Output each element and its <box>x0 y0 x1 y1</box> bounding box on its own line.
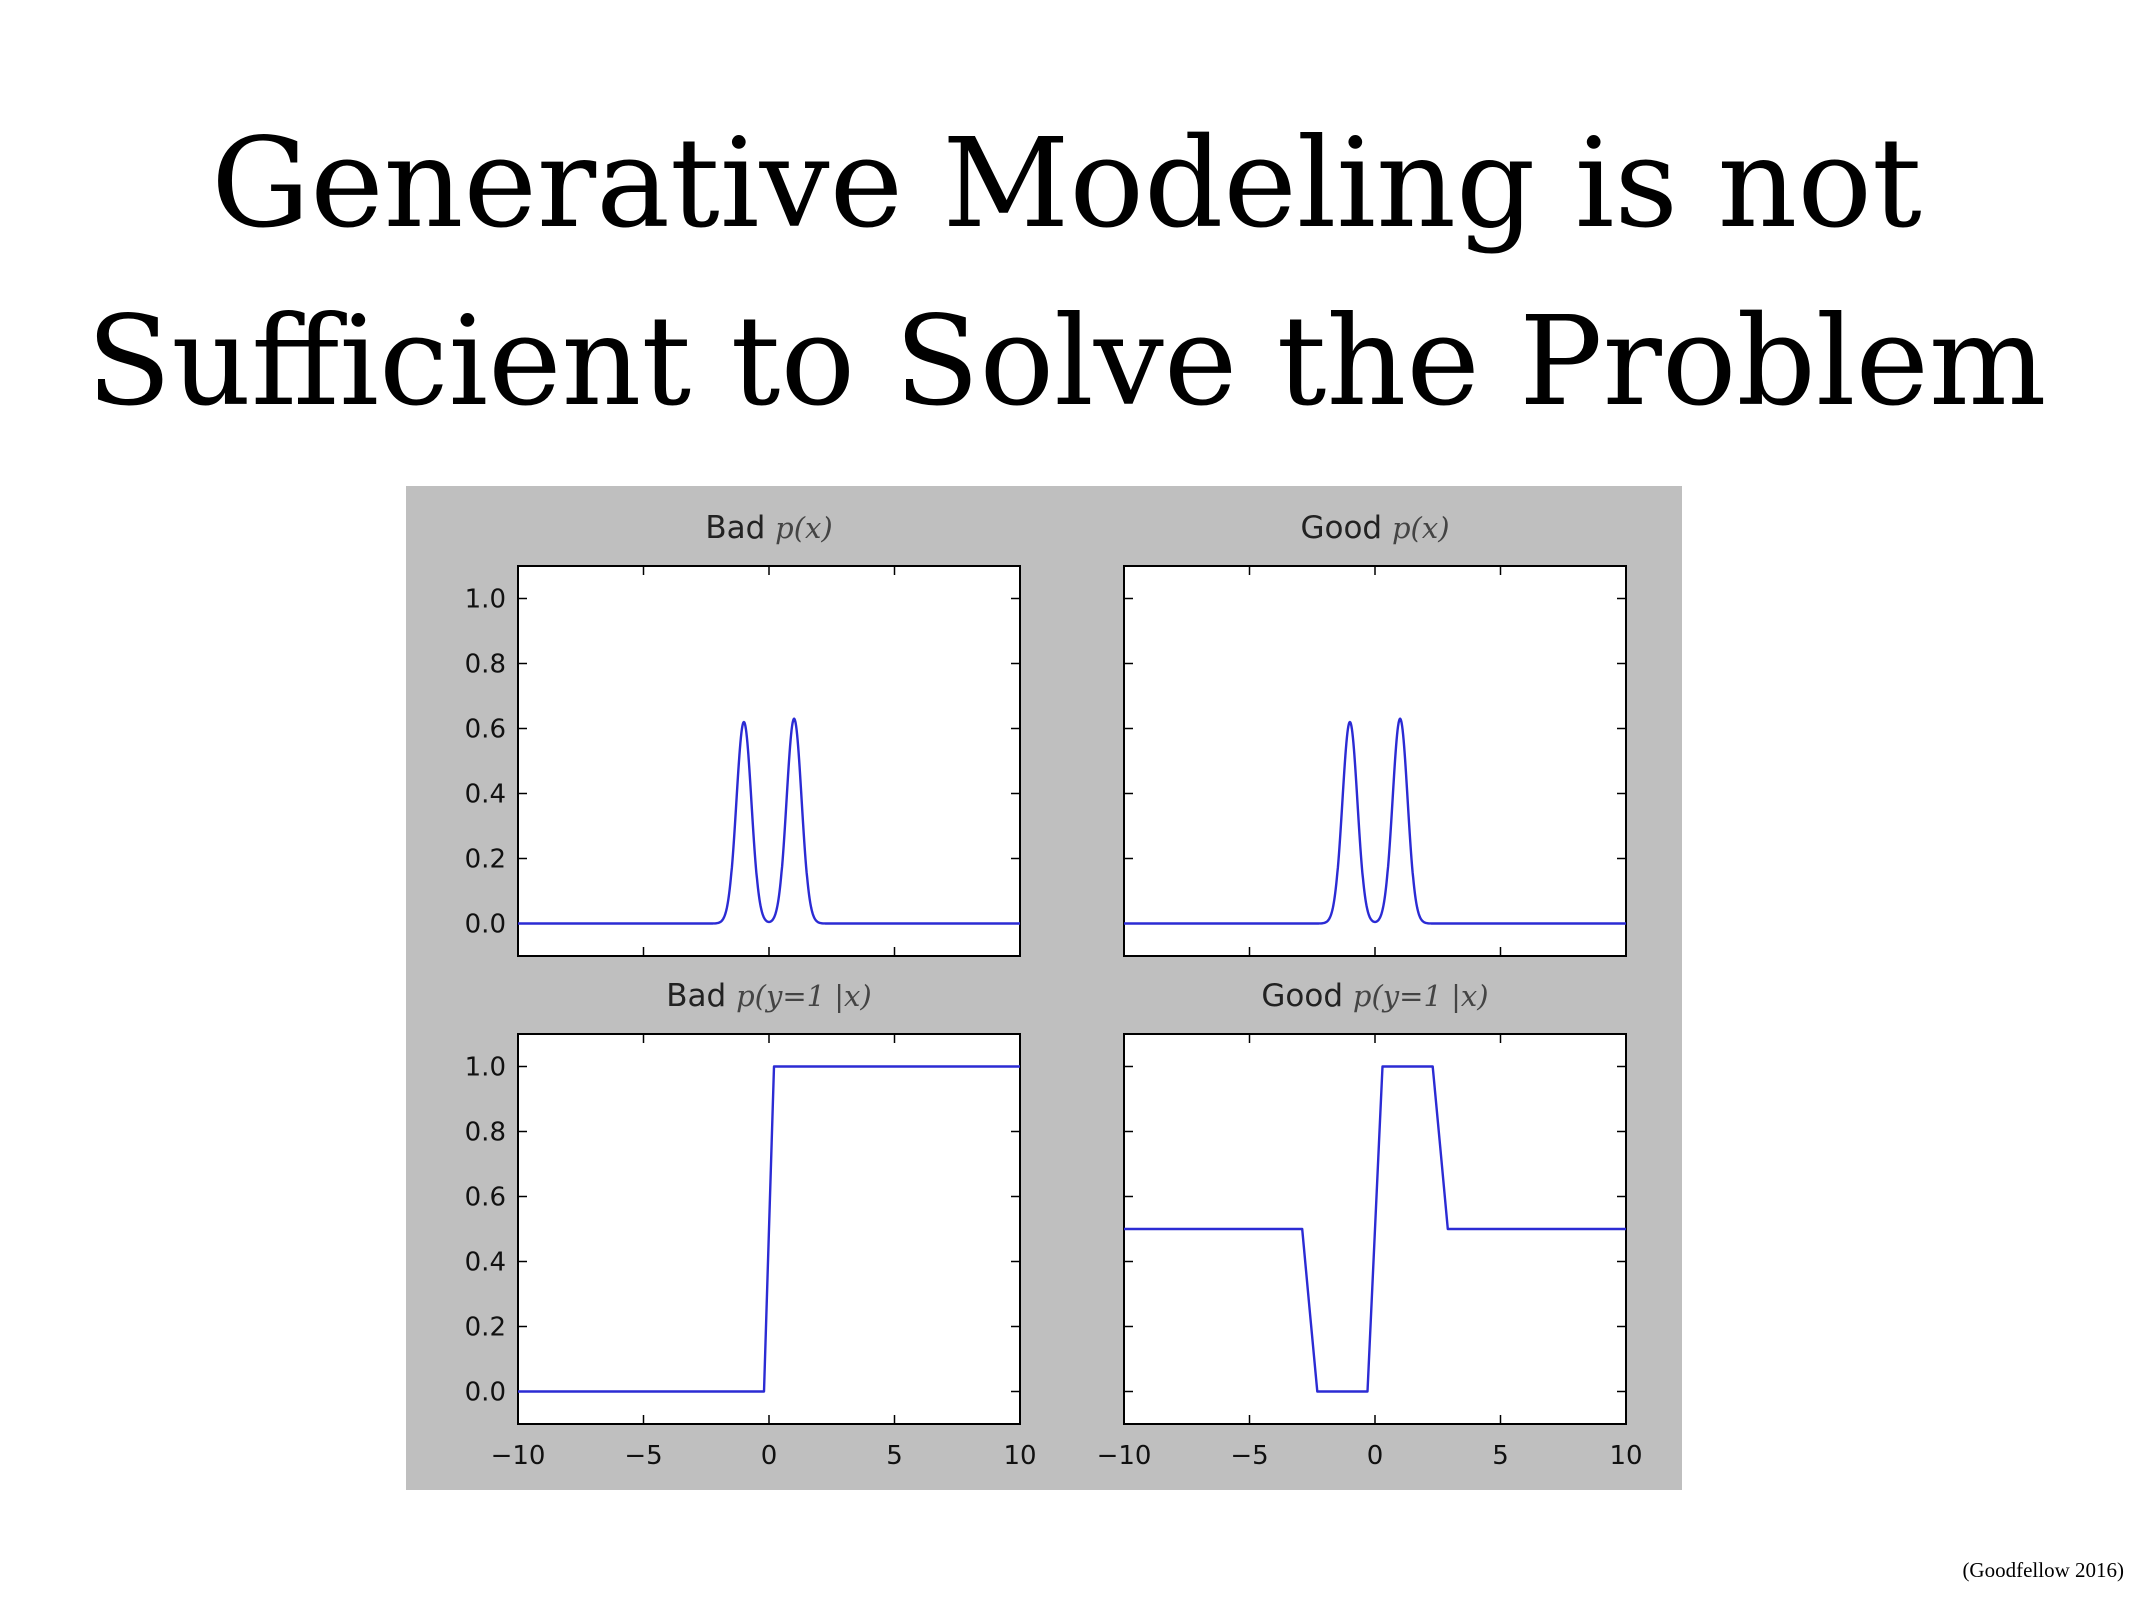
subplot-title-math: p(x) <box>775 511 833 545</box>
slide-title: Generative Modeling is not Sufficient to… <box>0 95 2133 451</box>
subplot-title-math: p(y=1 |x) <box>736 979 872 1013</box>
y-tick-label: 0.2 <box>465 845 506 875</box>
subplot-title-word: Good <box>1261 978 1353 1014</box>
x-tick-label: 0 <box>1367 1441 1384 1471</box>
x-tick-label: 5 <box>886 1441 903 1471</box>
subplot-title-word: Bad <box>705 510 775 546</box>
subplot-3: Bad p(y=1 |x) 0.0 0.2 0.4 0.6 0.8 1.0 −10 −5 0 5 10 <box>465 978 1037 1471</box>
plot-area <box>517 565 1021 957</box>
x-tick-label: 5 <box>1492 1441 1509 1471</box>
subplot-2: Good p(x) <box>1123 510 1627 957</box>
subplot-title: Bad p(x) <box>705 510 832 546</box>
series-line <box>517 717 1021 925</box>
series-line <box>1124 1065 1626 1393</box>
subplot-title: Good p(x) <box>1300 510 1449 546</box>
plot-area <box>1123 565 1627 957</box>
series-line <box>1123 717 1627 925</box>
y-tick-label: 0.6 <box>465 1183 506 1213</box>
y-tick-label: 0.4 <box>465 1248 506 1278</box>
x-tick-label: −10 <box>491 1441 546 1471</box>
x-tick-label: −5 <box>1230 1441 1268 1471</box>
slide-title-line-2: Sufficient to Solve the Problem <box>86 290 2047 434</box>
subplot-title-math: p(y=1 |x) <box>1353 979 1489 1013</box>
y-tick-label: 0.0 <box>465 910 506 940</box>
x-tick-label: 10 <box>1003 1441 1036 1471</box>
y-tick-label: 0.8 <box>465 650 506 680</box>
y-tick-label: 0.6 <box>465 715 506 745</box>
y-tick-label: 1.0 <box>465 585 506 615</box>
y-tick-label: 0.2 <box>465 1313 506 1343</box>
subplot-title-word: Bad <box>666 978 736 1014</box>
subplot-title: Bad p(y=1 |x) <box>666 978 871 1014</box>
x-tick-label: −10 <box>1097 1441 1152 1471</box>
x-tick-label: 0 <box>761 1441 778 1471</box>
series-line <box>518 1065 1020 1393</box>
subplot-title: Good p(y=1 |x) <box>1261 978 1488 1014</box>
y-tick-label: 0.4 <box>465 780 506 810</box>
y-tick-label: 0.0 <box>465 1378 506 1408</box>
subplot-title-math: p(x) <box>1392 511 1450 545</box>
x-tick-label: −5 <box>624 1441 662 1471</box>
subplot-1: Bad p(x) 0.0 0.2 0.4 0.6 0.8 1.0 <box>465 510 1021 957</box>
y-tick-label: 0.8 <box>465 1118 506 1148</box>
y-tick-label: 1.0 <box>465 1053 506 1083</box>
subplot-4: Good p(y=1 |x) −10 −5 0 5 10 <box>1097 978 1643 1471</box>
citation: (Goodfellow 2016) <box>1962 1558 2124 1582</box>
subplot-title-word: Good <box>1300 510 1392 546</box>
slide-title-line-1: Generative Modeling is not <box>211 112 1922 256</box>
x-tick-label: 10 <box>1609 1441 1642 1471</box>
